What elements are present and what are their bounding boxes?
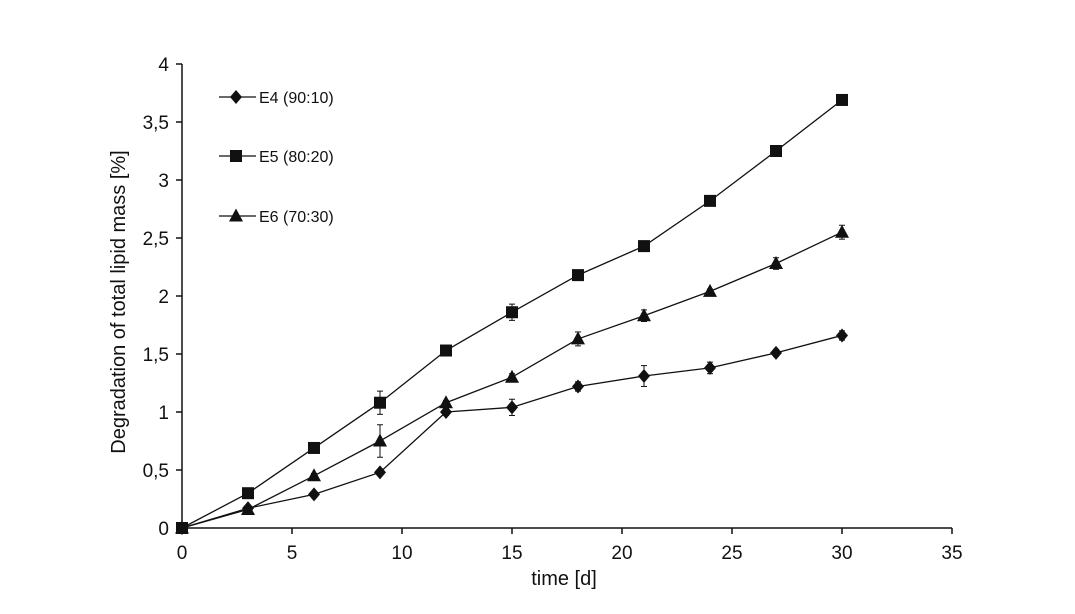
- data-point: [440, 344, 452, 357]
- series-triangle: [175, 224, 849, 534]
- plot-area: [175, 93, 849, 535]
- legend-item: E5 (80:20): [219, 149, 334, 166]
- data-point: [374, 465, 386, 480]
- data-point: [374, 396, 386, 409]
- legend-item: E4 (90:10): [219, 90, 334, 107]
- data-point: [505, 369, 519, 383]
- x-tick-label: 0: [177, 543, 188, 564]
- data-point: [439, 395, 453, 409]
- x-tick-label: 20: [611, 543, 632, 564]
- data-point: [770, 145, 782, 157]
- legend-item: E6 (70:30): [219, 208, 334, 226]
- data-point: [572, 269, 584, 282]
- series-diamond: [176, 328, 848, 535]
- axes: 0 5 10 15 20 25 30 35 0 0,5 1 1,5 2 2,5 3 3,5 4: [143, 55, 963, 564]
- legend-marker: [229, 208, 243, 222]
- data-point: [704, 194, 716, 207]
- data-point: [440, 405, 452, 419]
- x-tick-label: 15: [501, 543, 522, 564]
- legend-label: E4 (90:10): [259, 90, 334, 107]
- data-point: [242, 487, 254, 500]
- y-tick-label: 4: [158, 55, 169, 76]
- y-tick-label: 3: [158, 171, 169, 192]
- data-point: [770, 345, 782, 360]
- y-tick-label: 0,5: [143, 461, 169, 482]
- data-point: [704, 360, 716, 375]
- data-point: [572, 379, 584, 394]
- data-point: [571, 331, 585, 345]
- x-tick-label: 35: [941, 543, 962, 564]
- data-point: [308, 441, 320, 454]
- y-tick-label: 1: [158, 403, 169, 424]
- data-point: [506, 400, 518, 415]
- data-point: [637, 308, 651, 322]
- x-tick-label: 10: [391, 543, 412, 564]
- series-line: [181, 334, 843, 529]
- legend: E4 (90:10) E5 (80:20) E6 (70:30): [219, 90, 334, 226]
- data-point: [835, 224, 849, 238]
- x-tick-label: 5: [287, 543, 298, 564]
- y-tick-label: 1,5: [143, 345, 169, 366]
- legend-label: E5 (80:20): [259, 149, 334, 166]
- y-tick-label: 2: [158, 287, 169, 308]
- series-square: [176, 93, 848, 534]
- data-point: [241, 501, 255, 515]
- data-point: [506, 306, 518, 319]
- data-point: [308, 487, 320, 502]
- x-tick-label: 25: [721, 543, 742, 564]
- data-point: [638, 240, 650, 253]
- legend-marker: [230, 90, 242, 104]
- data-point: [836, 93, 848, 106]
- data-point: [373, 433, 387, 447]
- legend-label: E6 (70:30): [259, 209, 334, 226]
- y-tick-label: 3,5: [143, 113, 169, 134]
- data-point: [638, 369, 650, 384]
- data-point: [175, 520, 189, 534]
- data-point: [836, 328, 848, 343]
- data-point: [307, 468, 321, 482]
- y-axis-title: Degradation of total lipid mass [%]: [108, 150, 130, 454]
- legend-marker: [230, 150, 242, 162]
- data-point: [769, 256, 783, 270]
- x-tick-label: 30: [831, 543, 852, 564]
- y-tick-label: 0: [158, 519, 169, 540]
- x-axis-title: time [d]: [531, 568, 597, 590]
- data-point: [703, 283, 717, 297]
- y-tick-label: 2,5: [143, 229, 169, 250]
